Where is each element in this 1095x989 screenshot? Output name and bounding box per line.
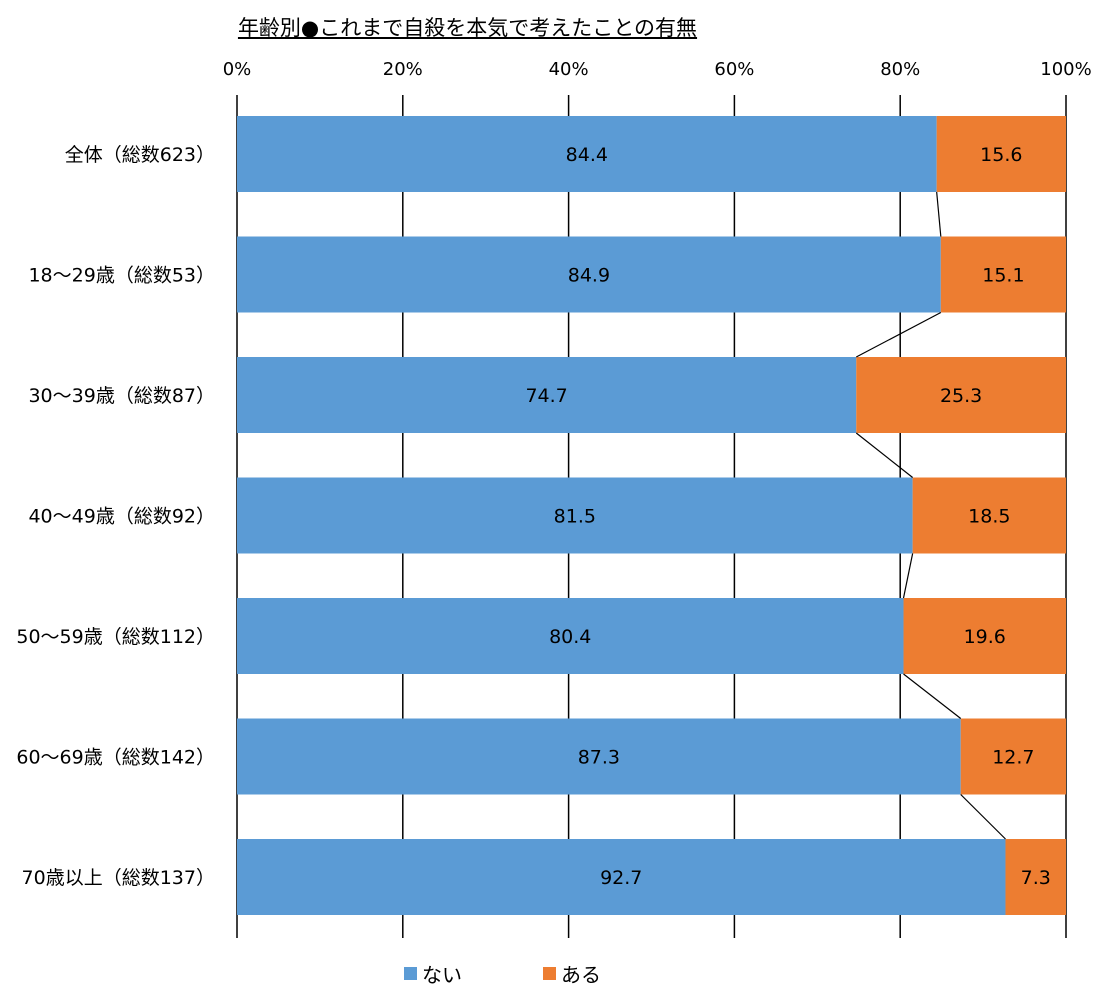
x-tick-label: 80% — [880, 59, 920, 80]
bar-segment-nai — [237, 598, 904, 674]
category-label: 70歳以上（総数137） — [22, 867, 215, 889]
x-tick-label: 0% — [223, 59, 252, 80]
bar-segment-aru — [1005, 839, 1066, 915]
x-tick-label: 40% — [549, 59, 589, 80]
bar-segment-nai — [237, 357, 857, 433]
category-label: 18〜29歳（総数53） — [28, 265, 215, 287]
data-label: 7.3 — [1021, 867, 1051, 889]
series-line — [855, 311, 942, 358]
bar-segment-nai — [237, 839, 1006, 915]
data-label: 80.4 — [549, 626, 591, 648]
category-label: 全体（総数623） — [65, 144, 215, 166]
bar-segment-nai — [237, 236, 941, 313]
x-tick-label: 60% — [714, 59, 754, 80]
x-tick-label: 20% — [383, 59, 423, 80]
category-label: 50〜59歳（総数112） — [16, 626, 215, 648]
x-tick-label: 100% — [1040, 59, 1091, 80]
bar-segment-nai — [237, 116, 937, 192]
category-labels: 全体（総数623） 18〜29歳（総数53） 30〜39歳（総数87） 40〜49歳（… — [16, 144, 215, 889]
bar-segment-nai — [237, 477, 913, 554]
category-label: 60〜69歳（総数142） — [16, 747, 215, 769]
category-label: 40〜49歳（総数92） — [28, 506, 215, 528]
bar-segment-nai — [237, 718, 961, 795]
legend-swatch-nai — [404, 967, 417, 980]
category-label: 30〜39歳（総数87） — [28, 385, 215, 407]
data-label: 92.7 — [600, 867, 642, 889]
data-label: 19.6 — [964, 626, 1006, 648]
data-label: 74.7 — [525, 385, 567, 407]
data-label: 84.4 — [566, 144, 608, 166]
series-line — [903, 673, 962, 719]
series-lines — [855, 191, 1006, 840]
legend-swatch-aru — [543, 967, 556, 980]
bar-segment-aru — [912, 477, 1066, 554]
series-line — [855, 432, 914, 478]
bar-segment-aru — [960, 718, 1066, 795]
series-line — [960, 794, 1006, 840]
bars — [237, 116, 1066, 915]
data-label: 25.3 — [940, 385, 982, 407]
data-label: 81.5 — [554, 506, 596, 528]
x-tick-labels: 0% 20% 40% 60% 80% 100% — [223, 59, 1092, 80]
data-label: 15.6 — [980, 144, 1022, 166]
data-label: 84.9 — [568, 265, 610, 287]
data-label: 18.5 — [968, 506, 1010, 528]
chart-title: 年齢別●これまで自殺を本気で考えたことの有無 — [0, 12, 1095, 42]
bar-segment-aru — [903, 598, 1066, 674]
bar-segment-aru — [940, 236, 1066, 313]
legend-label-aru: ある — [561, 963, 601, 987]
data-label: 87.3 — [578, 747, 620, 769]
bar-segment-aru — [936, 116, 1066, 192]
data-labels: 84.4 15.6 84.9 15.1 74.7 25.3 81.5 18.5 80.4 19.6… — [525, 144, 1050, 889]
chart-title-text: 年齢別●これまで自殺を本気で考えたことの有無 — [237, 16, 698, 40]
data-label: 12.7 — [992, 747, 1034, 769]
bar-segment-aru — [856, 357, 1066, 433]
series-line — [936, 191, 942, 237]
legend: ない ある — [404, 963, 601, 987]
series-line — [902, 553, 914, 599]
data-label: 15.1 — [982, 265, 1024, 287]
legend-label-nai: ない — [422, 963, 462, 987]
